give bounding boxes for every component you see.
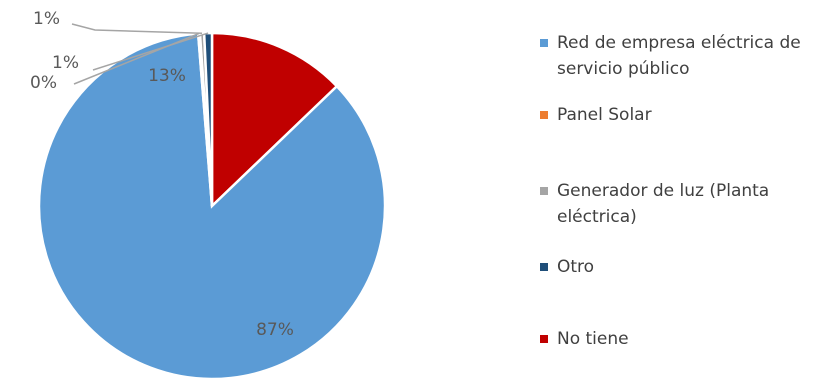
data-label-2: 1% [33,9,60,29]
pie-slice-4 [210,31,339,209]
legend-item-panel-solar: Panel Solar [540,102,840,128]
legend-swatch [540,263,548,271]
legend-label: Generador de luz (Planta eléctrica) [557,181,770,227]
leader-line-3 [92,32,209,71]
legend-item-otro: Otro [540,254,840,280]
legend-swatch [540,111,548,119]
pie-slice-0 [37,32,387,378]
data-label-1: 0% [30,73,57,93]
data-label-0: 87% [256,320,294,340]
leader-line-2 [71,23,203,35]
legend-item-no-tiene: No tiene [540,326,840,352]
data-label-3: 1% [52,53,79,73]
legend-item-red-empresa: Red de empresa eléctrica de servicio púb… [540,30,840,82]
legend-swatch [540,335,548,343]
legend-swatch [540,187,548,195]
leader-lines [71,23,209,85]
legend-label: Otro [557,257,595,277]
pie-slices [37,31,387,378]
legend-label: Panel Solar [557,105,652,125]
legend-label: No tiene [557,329,629,349]
legend-swatch [540,39,548,47]
legend-label: Red de empresa eléctrica de servicio púb… [557,33,801,79]
legend-item-generador: Generador de luz (Planta eléctrica) [540,178,840,230]
data-labels: 87%13%0%1%1% [30,9,294,340]
data-label-4: 13% [148,66,186,86]
